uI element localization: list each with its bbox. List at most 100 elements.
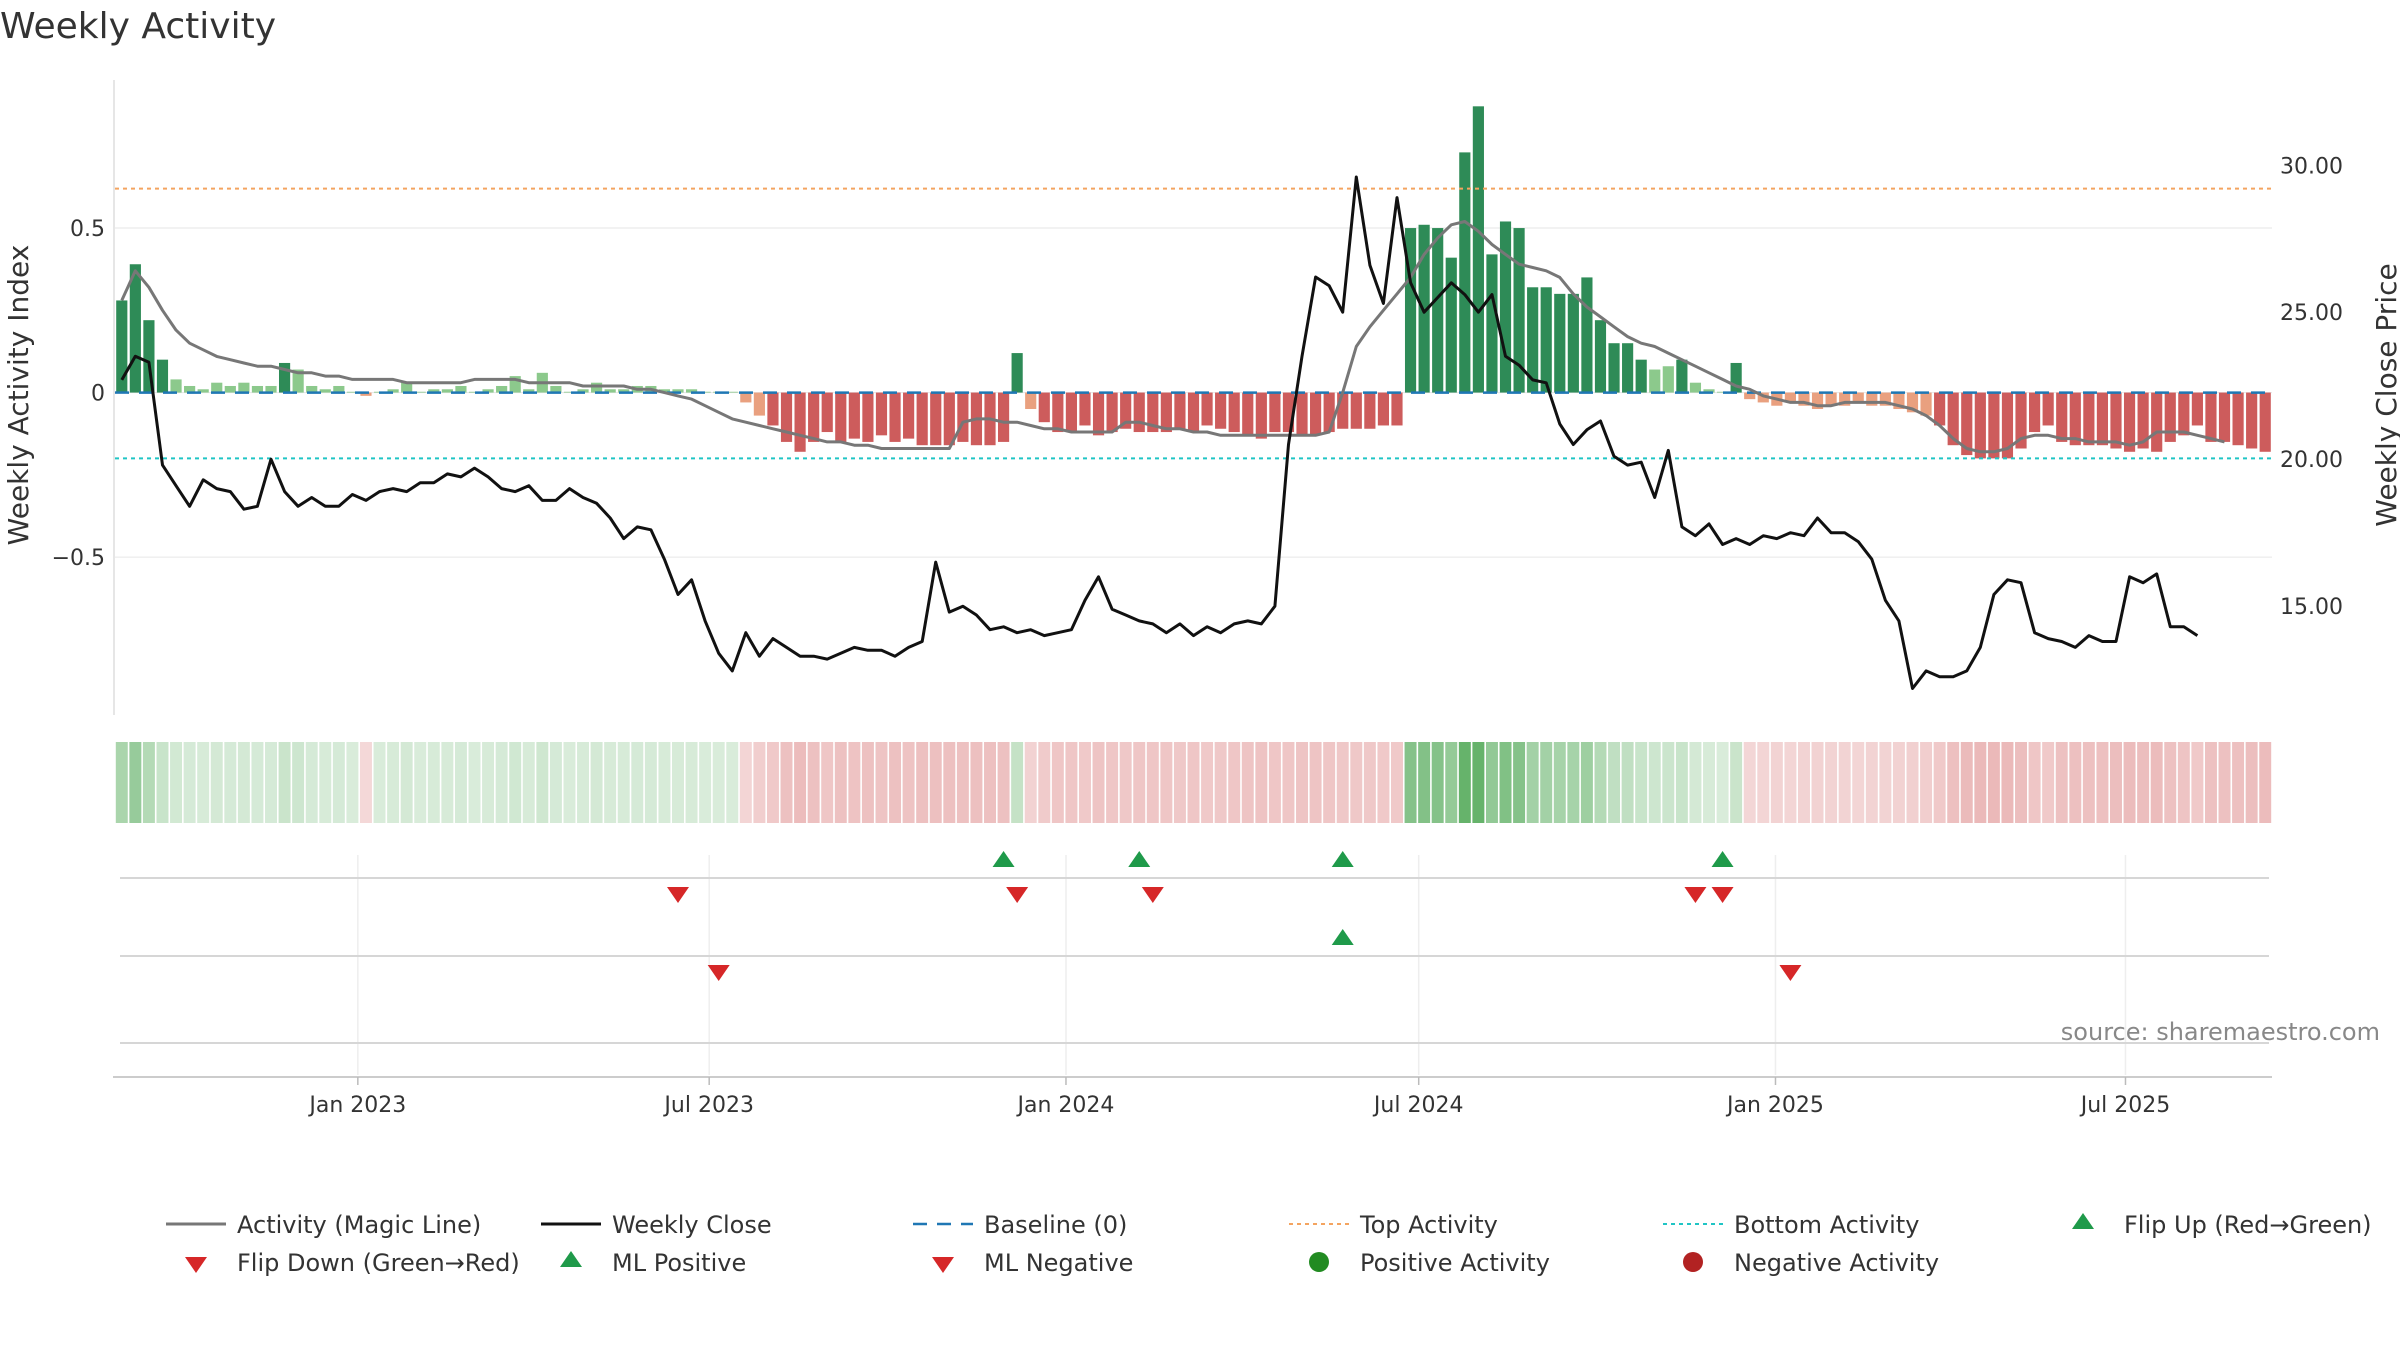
strip-cell	[2150, 742, 2163, 823]
activity-bar	[2096, 392, 2109, 446]
series-lines	[120, 175, 2225, 690]
flip-down-marker	[1779, 965, 1802, 981]
flip-down-marker	[1141, 887, 1164, 903]
x-tick-label: Jan 2025	[1725, 1093, 1824, 1118]
strip-cell	[1296, 742, 1309, 823]
activity-bar	[794, 392, 806, 452]
activity-bar	[1472, 106, 1484, 393]
activity-bar	[1974, 392, 1986, 459]
flip-up-marker	[1128, 851, 1151, 867]
activity-bar	[848, 392, 860, 439]
strip-cell	[1418, 742, 1431, 823]
strip-cell	[1947, 742, 1960, 823]
legend-label: ML Positive	[612, 1249, 746, 1277]
weekly-close-series	[120, 175, 2199, 690]
strip-cell	[1011, 742, 1024, 823]
activity-bar	[1513, 228, 1525, 393]
x-tick-label: Jan 2024	[1016, 1093, 1115, 1118]
activity-bar	[1662, 366, 1674, 393]
strip-cell	[1526, 742, 1539, 823]
activity-bar	[1174, 392, 1186, 429]
activity-bar	[346, 391, 358, 393]
strip-cell	[1513, 742, 1526, 823]
strip-cell	[1363, 742, 1376, 823]
strip-cell	[1078, 742, 1091, 823]
strip-cell	[359, 742, 372, 823]
activity-bar	[1038, 392, 1050, 423]
activity-bar	[903, 392, 915, 439]
strip-cell	[658, 742, 671, 823]
strip-cell	[1757, 742, 1770, 823]
activity-bar	[1540, 287, 1552, 393]
strip-cell	[1608, 742, 1621, 823]
activity-bar	[278, 362, 291, 393]
strip-cell	[1472, 742, 1485, 823]
activity-bar	[2191, 392, 2203, 426]
legend-label: Top Activity	[1359, 1211, 1498, 1239]
activity-bar	[2015, 392, 2027, 449]
strip-cell	[1716, 742, 1729, 823]
strip-cell	[685, 742, 698, 823]
strip-cell	[821, 742, 834, 823]
activity-bar	[509, 376, 521, 393]
activity-bar	[699, 391, 711, 393]
strip-cell	[427, 742, 440, 823]
strip-cell	[2259, 742, 2272, 823]
activity-bar	[2042, 392, 2054, 426]
activity-bar	[319, 389, 331, 393]
activity-bar	[2205, 392, 2217, 442]
activity-bar	[916, 392, 928, 446]
strip-cell	[373, 742, 386, 823]
strip-cell	[1811, 742, 1824, 823]
activity-bar	[1459, 152, 1471, 393]
activity-bar	[875, 392, 888, 436]
strip-cell	[2110, 742, 2122, 823]
activity-bar	[1011, 353, 1023, 393]
strip-cell	[1770, 742, 1783, 823]
activity-bar	[414, 391, 426, 393]
strip-cell	[1336, 742, 1349, 823]
activity-bar	[1187, 392, 1200, 433]
activity-bar	[1445, 257, 1457, 393]
strip-cell	[807, 742, 820, 823]
strip-cell	[1214, 742, 1227, 823]
flip-up-marker	[1711, 851, 1734, 867]
strip-cell	[1146, 742, 1159, 823]
strip-cell	[224, 742, 237, 823]
activity-bar	[1242, 392, 1254, 436]
x-tick-label: Jul 2024	[1372, 1093, 1464, 1118]
legend-item: ML Positive	[560, 1249, 746, 1277]
activity-bar	[658, 389, 671, 393]
strip-cell	[1703, 742, 1715, 823]
strip-cell	[1431, 742, 1444, 823]
activity-bar	[1567, 293, 1579, 393]
activity-bar	[1106, 392, 1118, 433]
strip-cell	[929, 742, 942, 823]
strip-cell	[1119, 742, 1132, 823]
strip-cell	[2001, 742, 2014, 823]
strip-cell	[699, 742, 712, 823]
legend-swatch-up-triangle	[560, 1251, 582, 1267]
flip-down-marker	[707, 965, 730, 981]
strip-cell	[997, 742, 1010, 823]
flip-down-marker	[666, 887, 689, 903]
strip-cell	[237, 742, 250, 823]
activity-bar	[1649, 369, 1661, 393]
strip-cell	[1201, 742, 1214, 823]
activity-bar	[224, 385, 236, 393]
strip-cell	[1160, 742, 1173, 823]
activity-bar	[211, 382, 223, 393]
activity-bar	[129, 264, 141, 393]
flip-down-marker	[1711, 887, 1734, 903]
strip-cell	[1879, 742, 1892, 823]
strip-cell	[509, 742, 522, 823]
activity-bar	[808, 392, 820, 442]
activity-bar	[184, 385, 196, 393]
strip-cell	[943, 742, 956, 823]
activity-bar	[618, 389, 630, 393]
activity-bar	[563, 391, 576, 393]
activity-bar	[1988, 392, 2000, 459]
activity-bar	[1554, 293, 1566, 393]
strip-cell	[563, 742, 576, 823]
